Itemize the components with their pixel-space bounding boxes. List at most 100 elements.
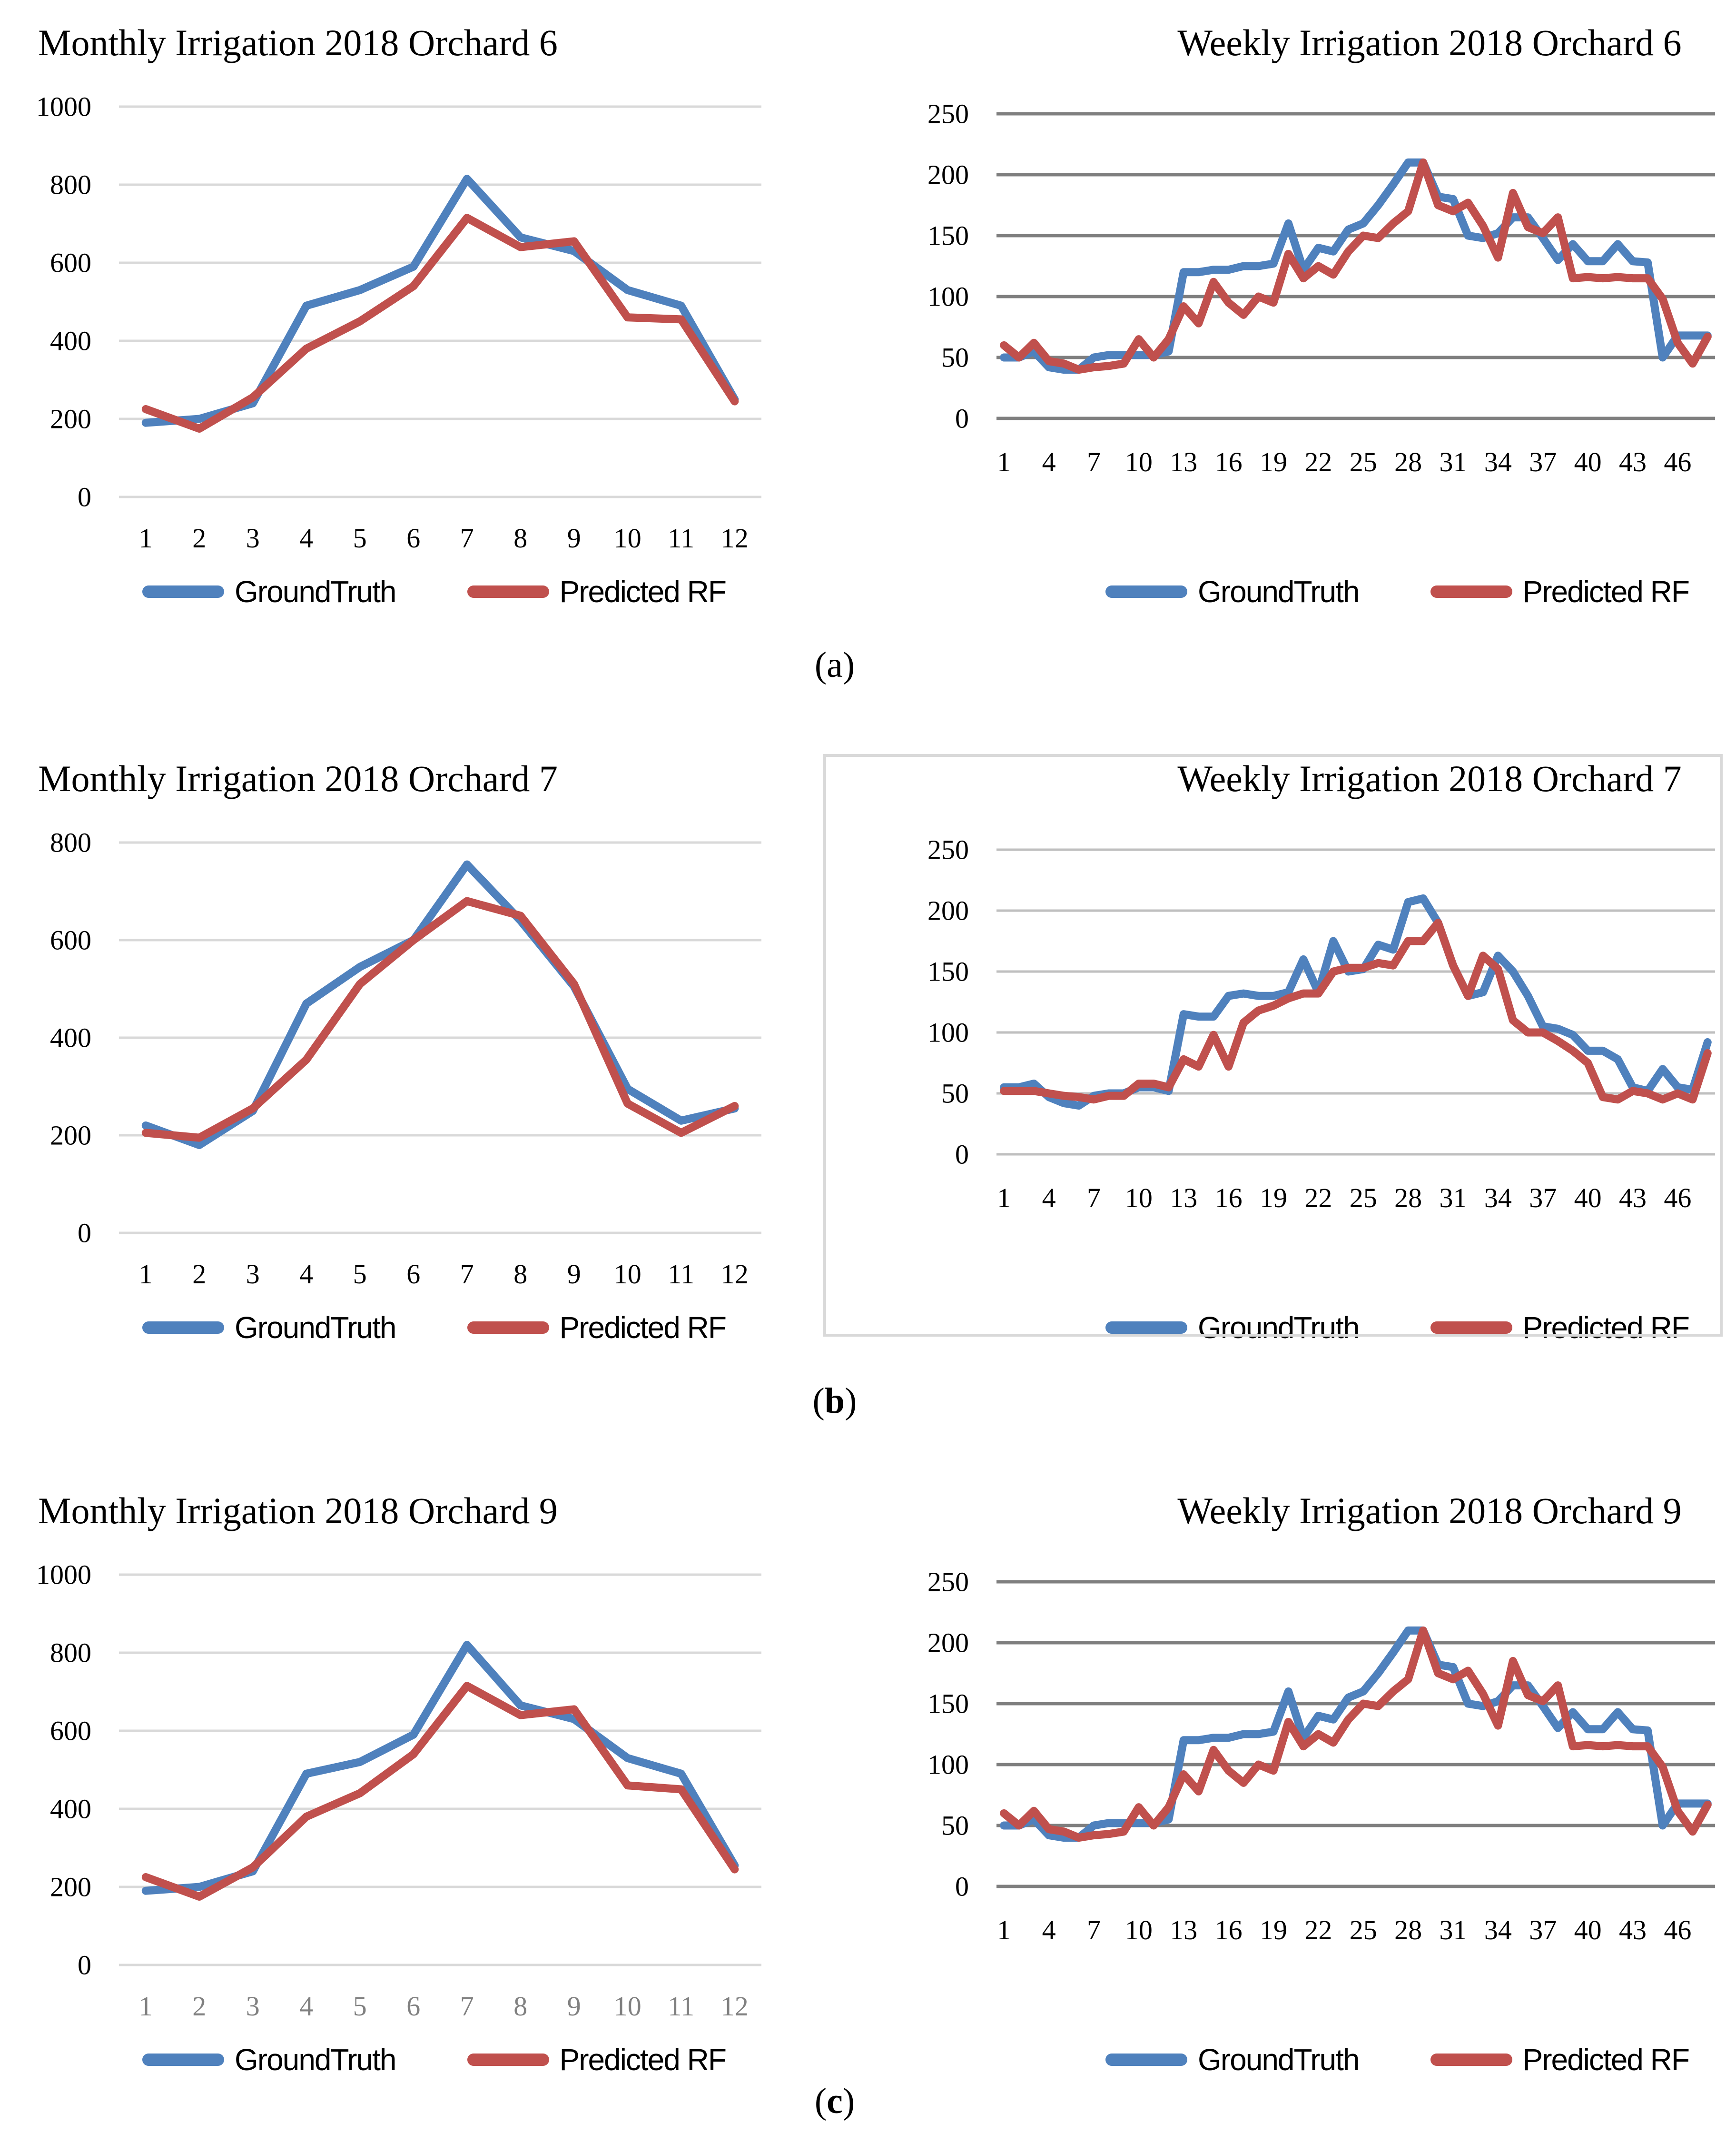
line-plot-weekly-orchard-6: 0 50 100 150 200 250 1 4 7 10 13 16 19 22 25 28 31 34 37 40… [927, 99, 1715, 477]
svg-text:9: 9 [567, 1991, 581, 2022]
legend-label: Predicted RF [1522, 1310, 1690, 1345]
svg-text:1000: 1000 [36, 91, 91, 122]
svg-text:7: 7 [1087, 1915, 1101, 1945]
svg-text:31: 31 [1439, 1915, 1467, 1945]
svg-text:28: 28 [1394, 1915, 1422, 1945]
svg-text:50: 50 [941, 342, 969, 373]
svg-text:46: 46 [1664, 446, 1691, 477]
svg-text:22: 22 [1304, 1915, 1332, 1945]
svg-text:6: 6 [406, 523, 420, 554]
svg-text:13: 13 [1170, 1182, 1197, 1213]
svg-text:3: 3 [246, 523, 260, 554]
svg-text:0: 0 [955, 403, 969, 434]
caption-paren-open: ( [814, 2081, 827, 2121]
svg-text:1: 1 [997, 1182, 1011, 1213]
svg-text:43: 43 [1619, 1915, 1647, 1945]
figure-row-b: Monthly Irrigation 2018 Orchard 7 0 200 40… [0, 746, 1736, 1437]
svg-text:0: 0 [78, 482, 91, 513]
predicted-line-swatch-icon [1430, 585, 1512, 598]
legend-label: GroundTruth [235, 575, 396, 609]
line-plot-weekly-orchard-7: 0 50 100 150 200 250 1 4 7 10 13 16 19 22 25 28 31 34 37 40… [927, 834, 1715, 1213]
figure-row-a: Monthly Irrigation 2018 Orchard 6 0 200 40… [0, 10, 1736, 701]
svg-text:5: 5 [353, 523, 367, 554]
svg-text:9: 9 [567, 1259, 581, 1290]
chart-monthly-orchard-7: Monthly Irrigation 2018 Orchard 7 0 200 40… [0, 746, 868, 1365]
svg-text:600: 600 [50, 248, 91, 278]
legend-label: GroundTruth [235, 2043, 396, 2077]
svg-text:37: 37 [1529, 1182, 1557, 1213]
svg-text:10: 10 [614, 523, 641, 554]
svg-text:9: 9 [567, 523, 581, 554]
svg-text:22: 22 [1304, 1182, 1332, 1213]
svg-text:37: 37 [1529, 446, 1557, 477]
caption-letter: a [827, 645, 843, 685]
svg-text:1: 1 [997, 1915, 1011, 1945]
svg-text:0: 0 [78, 1218, 91, 1249]
legend-item-predicted: Predicted RF [1430, 2042, 1690, 2077]
svg-text:2: 2 [192, 1991, 206, 2022]
svg-text:150: 150 [927, 220, 969, 251]
legend-item-groundtruth: GroundTruth [142, 1310, 397, 1345]
svg-text:100: 100 [927, 1749, 969, 1780]
svg-text:16: 16 [1215, 446, 1243, 477]
svg-text:34: 34 [1484, 446, 1512, 477]
svg-text:16: 16 [1215, 1182, 1243, 1213]
caption-letter: b [824, 1380, 845, 1421]
svg-text:40: 40 [1574, 1915, 1602, 1945]
groundtruth-line-swatch-icon [142, 2054, 225, 2066]
svg-text:200: 200 [927, 895, 969, 926]
svg-text:19: 19 [1260, 1182, 1287, 1213]
svg-text:50: 50 [941, 1078, 969, 1109]
svg-text:46: 46 [1664, 1915, 1691, 1945]
svg-text:0: 0 [78, 1950, 91, 1981]
svg-text:200: 200 [50, 404, 91, 435]
svg-text:37: 37 [1529, 1915, 1557, 1945]
svg-text:13: 13 [1170, 1915, 1197, 1945]
legend-item-predicted: Predicted RF [1430, 574, 1690, 609]
svg-text:10: 10 [1125, 1182, 1153, 1213]
svg-text:34: 34 [1484, 1915, 1512, 1945]
svg-text:10: 10 [1125, 446, 1153, 477]
svg-text:28: 28 [1394, 446, 1422, 477]
svg-text:0: 0 [955, 1871, 969, 1902]
svg-text:1: 1 [139, 1991, 153, 2022]
svg-text:250: 250 [927, 834, 969, 865]
chart-weekly-orchard-7: Weekly Irrigation 2018 Orchard 7 0 50 100 1… [823, 746, 1736, 1365]
svg-text:4: 4 [299, 523, 313, 554]
svg-text:11: 11 [668, 523, 694, 554]
chart-legend: GroundTruth Predicted RF [0, 574, 868, 609]
caption-c: (c) [0, 2076, 1703, 2126]
svg-text:6: 6 [406, 1991, 420, 2022]
legend-item-groundtruth: GroundTruth [142, 2042, 397, 2077]
svg-text:200: 200 [927, 159, 969, 190]
predicted-line-swatch-icon [467, 585, 549, 598]
legend-item-predicted: Predicted RF [467, 1310, 727, 1345]
svg-text:400: 400 [50, 1794, 91, 1825]
svg-text:1: 1 [139, 523, 153, 554]
svg-text:10: 10 [614, 1259, 641, 1290]
svg-text:7: 7 [460, 1259, 474, 1290]
svg-text:4: 4 [1042, 446, 1056, 477]
chart-title: Weekly Irrigation 2018 Orchard 7 [1177, 758, 1682, 799]
legend-item-predicted: Predicted RF [1430, 1310, 1690, 1345]
svg-text:13: 13 [1170, 446, 1197, 477]
svg-text:50: 50 [941, 1810, 969, 1841]
chart-weekly-orchard-6: Weekly Irrigation 2018 Orchard 6 0 50 100 1… [868, 10, 1736, 629]
predicted-line-swatch-icon [1430, 2054, 1512, 2066]
svg-text:7: 7 [460, 1991, 474, 2022]
svg-text:600: 600 [50, 1716, 91, 1746]
svg-text:16: 16 [1215, 1915, 1243, 1945]
svg-text:150: 150 [927, 1688, 969, 1719]
svg-text:400: 400 [50, 1022, 91, 1053]
legend-label: GroundTruth [235, 1310, 396, 1345]
chart-legend: GroundTruth Predicted RF [868, 574, 1736, 609]
svg-text:1000: 1000 [36, 1559, 91, 1590]
figure-row-c: Monthly Irrigation 2018 Orchard 9 0 200 40… [0, 1478, 1736, 2126]
groundtruth-line-swatch-icon [1105, 585, 1188, 598]
legend-item-predicted: Predicted RF [467, 2042, 727, 2077]
svg-text:200: 200 [927, 1627, 969, 1658]
chart-legend: GroundTruth Predicted RF [868, 2042, 1736, 2077]
